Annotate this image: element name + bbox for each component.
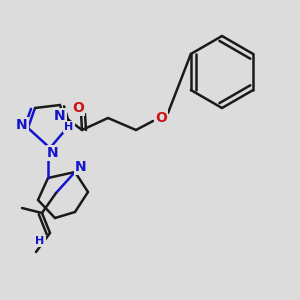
Text: O: O — [72, 101, 84, 115]
Text: N: N — [47, 146, 59, 160]
Text: H: H — [64, 122, 74, 132]
Text: N: N — [75, 160, 87, 174]
Text: N: N — [16, 118, 28, 132]
Text: H: H — [35, 236, 45, 246]
Text: N: N — [54, 109, 66, 123]
Text: O: O — [155, 111, 167, 125]
